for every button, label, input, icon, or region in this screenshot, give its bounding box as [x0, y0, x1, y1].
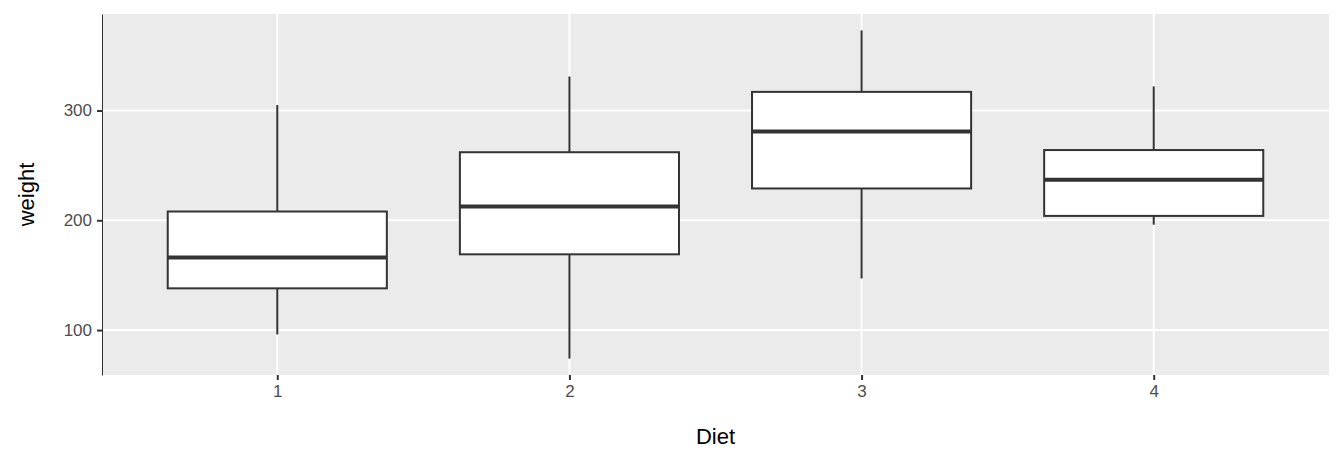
y-axis-line	[102, 15, 103, 376]
panel-background	[102, 14, 1329, 375]
upper-whisker	[568, 77, 570, 153]
x-tick-mark	[1153, 375, 1155, 380]
y-tick-label: 300	[64, 101, 92, 120]
boxes	[168, 30, 1264, 358]
upper-whisker	[276, 105, 278, 211]
x-tick-label: 4	[1149, 382, 1158, 401]
x-tick: 2	[565, 375, 574, 401]
plot: 100 200 300 1 2 3 4	[64, 14, 1329, 401]
box	[1044, 86, 1263, 224]
y-axis: 100 200 300	[64, 15, 103, 376]
box	[460, 77, 679, 359]
y-tick-label: 100	[64, 321, 92, 340]
box-body	[1044, 150, 1263, 216]
grid-line	[102, 329, 1329, 331]
x-tick: 1	[273, 375, 282, 401]
y-tick: 200	[64, 211, 102, 230]
x-tick-label: 1	[273, 382, 282, 401]
upper-whisker	[1153, 86, 1155, 150]
x-tick: 4	[1149, 375, 1158, 401]
y-tick-mark	[97, 330, 102, 332]
median-line	[168, 256, 387, 260]
lower-whisker	[568, 254, 570, 358]
x-tick-label: 3	[857, 382, 866, 401]
upper-whisker	[861, 30, 863, 91]
median-line	[752, 129, 971, 133]
y-tick-mark	[97, 110, 102, 112]
grid-line	[276, 14, 278, 375]
box-body	[168, 212, 387, 289]
median-line	[1044, 178, 1263, 182]
box-body	[460, 152, 679, 254]
y-tick-label: 200	[64, 211, 92, 230]
box	[168, 105, 387, 334]
x-axis-title: Diet	[696, 424, 735, 449]
x-tick-mark	[277, 375, 279, 380]
grid-line	[861, 14, 863, 375]
box-body	[752, 92, 971, 189]
x-axis: 1 2 3 4	[273, 375, 1159, 401]
y-tick: 100	[64, 321, 102, 340]
x-tick-label: 2	[565, 382, 574, 401]
median-line	[460, 205, 679, 209]
y-tick-mark	[97, 220, 102, 222]
lower-whisker	[1153, 216, 1155, 225]
x-tick-mark	[861, 375, 863, 380]
lower-whisker	[276, 288, 278, 334]
box	[752, 30, 971, 278]
y-axis-title: weight	[14, 163, 39, 228]
chart: 100 200 300 1 2 3 4 Diet weight	[0, 0, 1344, 460]
grid-line	[102, 110, 1329, 112]
x-tick: 3	[857, 375, 866, 401]
grid	[102, 14, 1329, 375]
lower-whisker	[861, 188, 863, 278]
y-tick: 300	[64, 101, 102, 120]
x-tick-mark	[569, 375, 571, 380]
